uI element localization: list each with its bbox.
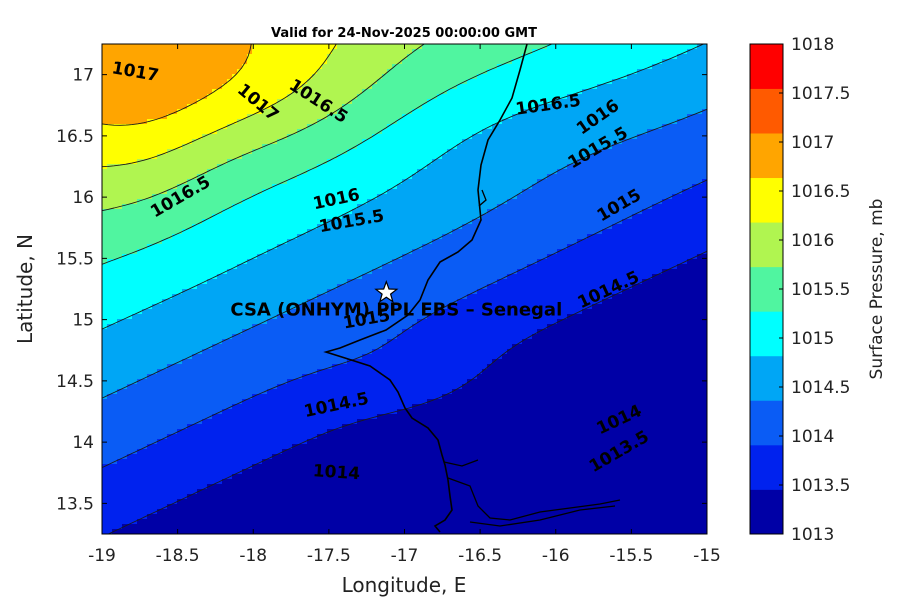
x-tick-label: -16.5 — [458, 546, 502, 566]
colorbar-tick-label: 1014.5 — [791, 378, 850, 398]
colorbar-tick-label: 1017 — [791, 133, 834, 153]
x-tick-label: -19 — [88, 546, 116, 566]
site-star-icon — [374, 279, 399, 304]
colorbar-label: Surface Pressure, mb — [867, 199, 887, 380]
site-label: CSA (ONHYM) PPL EBS – Senegal — [230, 300, 562, 321]
colorbar-swatch — [750, 266, 783, 312]
x-axis-label: Longitude, E — [342, 573, 467, 597]
x-tick-label: -17 — [391, 546, 419, 566]
contour-line-1016_5 — [102, 44, 337, 168]
colorbar-tick-label: 1013.5 — [791, 476, 850, 496]
colorbar-swatch — [750, 444, 783, 490]
y-tick-label: 16.5 — [56, 127, 94, 147]
colorbar-tick-label: 1013 — [791, 525, 834, 545]
colorbar-tick-label: 1017.5 — [791, 84, 850, 104]
x-tick-label: -15 — [693, 546, 721, 566]
colorbar-tick-label: 1016 — [791, 231, 834, 251]
x-axis-ticks: -19 -18.5 -18 -17.5 -17 -16.5 -16 -15.5 -15 — [88, 44, 721, 566]
contour-line-1014 — [102, 179, 707, 469]
colorbar-swatch — [750, 400, 783, 446]
contour-line-1015_5 — [102, 44, 553, 265]
colorbar-swatch — [750, 222, 783, 268]
y-axis-label: Latitude, N — [13, 234, 37, 344]
coastline — [323, 44, 621, 533]
colorbar-swatch — [750, 355, 783, 401]
y-tick-label: 15 — [72, 311, 94, 331]
colorbar-tick-label: 1016.5 — [791, 182, 850, 202]
contour-line-1016 — [102, 44, 425, 212]
colorbar-swatch — [750, 133, 783, 179]
y-tick-label: 13.5 — [56, 494, 94, 514]
colorbar-swatch — [750, 88, 783, 134]
x-tick-label: -17.5 — [307, 546, 351, 566]
colorbar-tick-label: 1015.5 — [791, 280, 850, 300]
y-tick-label: 14 — [72, 433, 94, 453]
y-tick-label: 14.5 — [56, 372, 94, 392]
y-tick-label: 15.5 — [56, 249, 94, 269]
contour-line-1017 — [102, 44, 252, 126]
river-border-path — [443, 189, 621, 527]
y-tick-label: 17 — [72, 66, 94, 86]
contour-line-1013_5 — [107, 250, 707, 534]
colorbar-swatch — [750, 177, 783, 223]
x-tick-label: -15.5 — [609, 546, 653, 566]
colorbar-swatch — [750, 311, 783, 357]
site-marker: CSA (ONHYM) PPL EBS – Senegal — [230, 279, 562, 321]
x-tick-label: -16 — [542, 546, 570, 566]
colorbar-swatch — [750, 489, 783, 535]
chart-title: Valid for 24-Nov-2025 00:00:00 GMT — [271, 26, 537, 41]
contour-label: 1014 — [312, 461, 361, 484]
colorbar-swatch — [750, 44, 783, 89]
x-tick-label: -18 — [239, 546, 267, 566]
y-tick-label: 16 — [72, 188, 94, 208]
colorbar-tick-label: 1018 — [791, 35, 834, 55]
y-axis-ticks: 13.5 14 14.5 15 15.5 16 16.5 17 — [56, 66, 707, 514]
pressure-bands — [102, 44, 707, 534]
colorbar-tick-label: 1015 — [791, 329, 834, 349]
coastline-path — [323, 44, 528, 533]
colorbar: 1013 1013.5 1014 1014.5 1015 1015.5 1016 1016.5… — [749, 35, 850, 545]
colorbar-tick-label: 1014 — [791, 427, 834, 447]
x-tick-label: -18.5 — [156, 546, 200, 566]
